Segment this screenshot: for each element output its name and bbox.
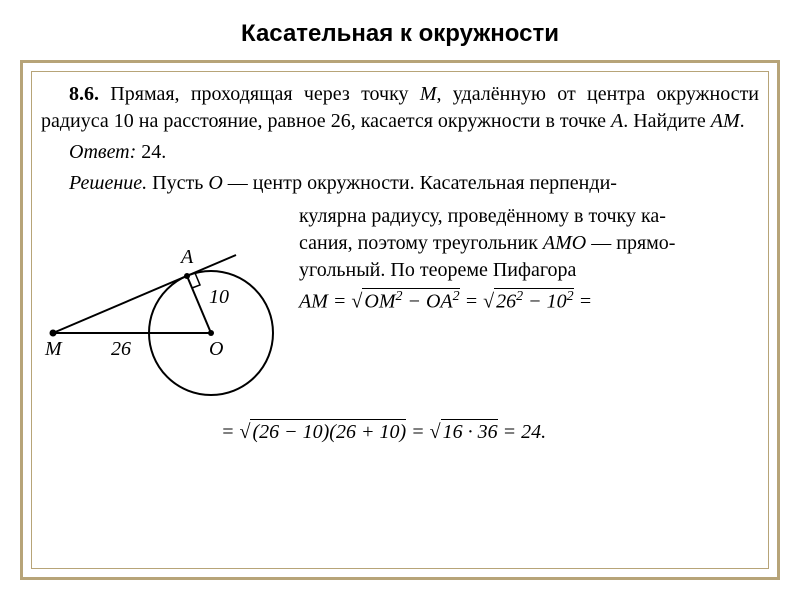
sol-intro-2: — центр окружности. Касательная перпенди… bbox=[223, 172, 617, 194]
formula-line-1: AM = √OM2 − OA2 = √262 − 102 = bbox=[299, 288, 759, 316]
problem-statement: 8.6. Прямая, проходящая через точку M, у… bbox=[41, 81, 759, 135]
result-value: 24. bbox=[521, 421, 546, 443]
label-distance: 26 bbox=[111, 338, 131, 360]
sqrt-3: (26 − 10)(26 + 10) bbox=[250, 419, 406, 446]
problem-text-4: . bbox=[740, 110, 745, 132]
label-a: A bbox=[179, 246, 194, 268]
content-area: 8.6. Прямая, проходящая через точку M, у… bbox=[41, 81, 759, 559]
solution-block: A M O 10 26 кулярна радиусу, проведённом… bbox=[41, 203, 759, 413]
segment-am: AM bbox=[711, 110, 740, 132]
label-o: O bbox=[209, 338, 223, 360]
sol-cont-1: кулярна радиусу, проведённому в точку ка… bbox=[299, 203, 759, 230]
problem-number: 8.6. bbox=[69, 83, 99, 105]
solution-text: кулярна радиусу, проведённому в точку ка… bbox=[291, 203, 759, 316]
answer-label: Ответ: bbox=[69, 141, 136, 163]
answer-value: 24. bbox=[141, 141, 166, 163]
point-m: M bbox=[420, 83, 437, 105]
solution-intro-line: Решение. Пусть O — центр окружности. Кас… bbox=[41, 170, 759, 197]
label-m: M bbox=[44, 338, 63, 360]
answer-line: Ответ: 24. bbox=[41, 139, 759, 166]
formula-line-2: = √(26 − 10)(26 + 10) = √16 · 36 = 24. bbox=[221, 419, 759, 446]
sol-cont-3: угольный. По теореме Пифагора bbox=[299, 257, 759, 284]
slide: Касательная к окружности 8.6. Прямая, пр… bbox=[0, 0, 800, 600]
solution-label: Решение. bbox=[69, 172, 147, 194]
problem-text-1: Прямая, проходящая через точку bbox=[110, 83, 420, 105]
point-a: A bbox=[611, 110, 623, 132]
f-am: AM bbox=[299, 291, 328, 313]
right-angle-icon bbox=[192, 273, 200, 288]
sqrt-4: 16 · 36 bbox=[441, 419, 498, 446]
sqrt-2: 262 − 102 bbox=[494, 288, 574, 316]
page-title: Касательная к окружности bbox=[0, 20, 800, 48]
outer-frame: 8.6. Прямая, проходящая через точку M, у… bbox=[20, 60, 780, 580]
label-radius: 10 bbox=[209, 286, 229, 308]
problem-text-3: . Найдите bbox=[623, 110, 711, 132]
sol-intro-1: Пусть bbox=[152, 172, 208, 194]
geometry-diagram: A M O 10 26 bbox=[41, 203, 291, 413]
triangle-amo: AMO bbox=[543, 232, 586, 254]
diagram-svg: A M O 10 26 bbox=[41, 203, 291, 413]
sol-cont-2: сания, поэтому треугольник AMO — прямо- bbox=[299, 230, 759, 257]
center-o: O bbox=[208, 172, 222, 194]
sqrt-1: OM2 − OA2 bbox=[362, 288, 459, 316]
